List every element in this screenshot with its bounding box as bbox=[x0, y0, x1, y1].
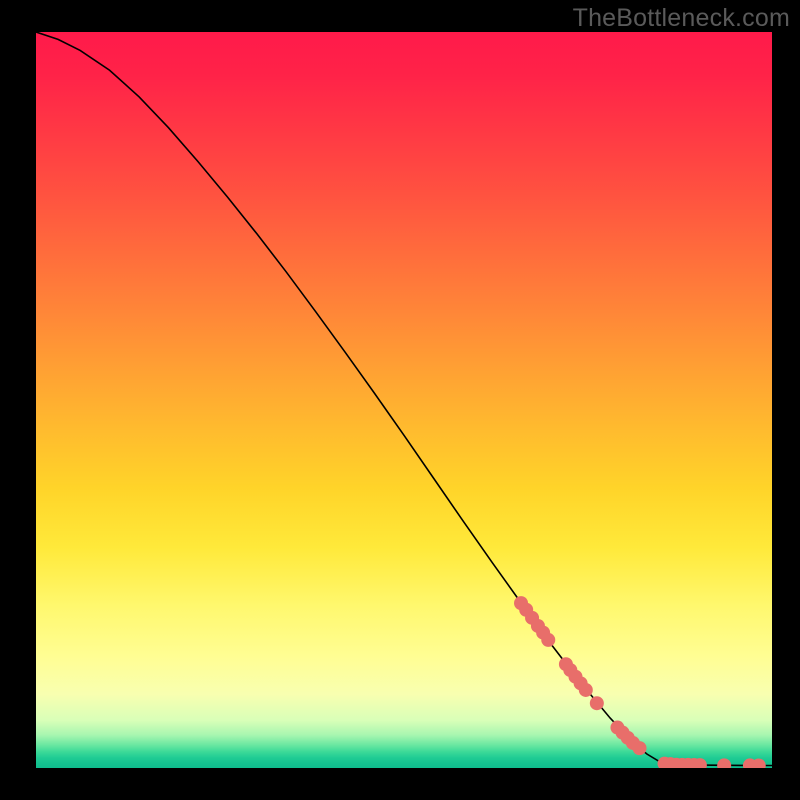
chart-overlay bbox=[36, 32, 772, 768]
curve-line bbox=[36, 32, 772, 765]
data-markers bbox=[514, 596, 766, 768]
watermark-text: TheBottleneck.com bbox=[573, 4, 790, 33]
chart-plot-area bbox=[36, 32, 772, 768]
